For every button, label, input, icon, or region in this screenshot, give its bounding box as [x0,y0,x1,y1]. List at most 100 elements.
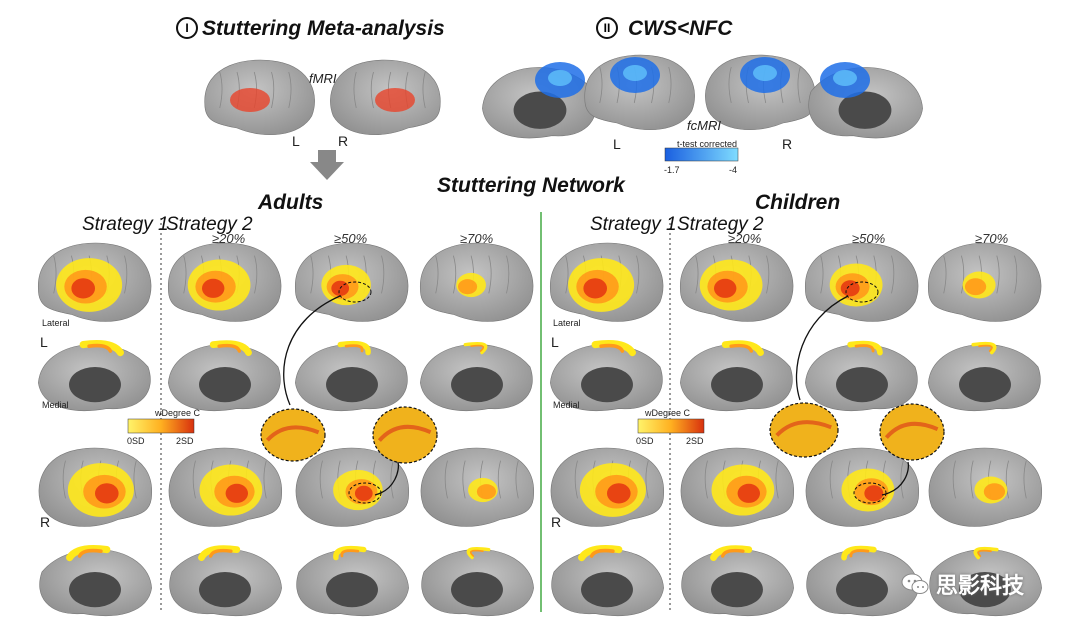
medial-wall [326,572,378,608]
children-inset-right-hotspot [884,421,939,439]
sulcus [1014,255,1018,294]
fc-light-region [753,65,777,81]
sulcus [435,255,439,294]
medial-activation [841,545,877,561]
adults-medial-left-1 [168,340,281,411]
adults-strategy2: Strategy 2 [166,214,253,235]
medial-activation-core [470,344,484,352]
medial-activation [710,545,753,562]
medial-wall [581,367,633,403]
annotations [127,147,945,612]
activation-mid [964,278,987,296]
children-colorbar [637,418,705,434]
children-zoom-arrow-bottom [881,461,910,496]
sulcus [370,71,374,109]
children-lateral-left-0 [550,242,664,322]
medial-activation [721,340,764,357]
wechat-icon [901,573,929,594]
medial-wall [959,572,1011,608]
medial-wall [838,91,892,129]
medial-wall [836,572,888,608]
adults-colorbar-min: 0SD [127,436,145,446]
sulcus [453,255,457,294]
sulcus [1005,460,1009,499]
adults-zoom-arrow-top [283,295,341,406]
sulcus [943,255,947,294]
sulcus [1023,460,1027,499]
sulcus [192,460,196,499]
children-roi-top [845,281,879,303]
activation-high [95,483,119,504]
medial-activation-core [470,549,484,557]
fc-right-hemi-label: R [782,136,793,152]
children-medial-right-1 [681,545,794,616]
adults-l-label: L [40,334,48,350]
sulcus [124,255,128,294]
children-lateral-right-3 [928,447,1042,527]
watermark-text: 思影科技 [936,573,1025,598]
adults-medial-right-1 [169,545,282,616]
medial-activation-core [849,549,870,558]
medial-activation [337,340,371,356]
medial-activation [66,545,111,562]
activation-high [354,485,373,501]
fcmri-label: fcMRI [687,118,721,133]
meta-spot [375,88,415,112]
children-colorbar-title: wDegree C [645,408,691,418]
children-strategy1: Strategy 1 [590,214,677,235]
sulcus [574,460,578,499]
ttest-label: t-test corrected [677,139,738,149]
children-roi-bottom [853,482,887,504]
left-hemi-label: L [292,133,300,149]
adults-lateral-left-0 [38,242,152,322]
activation-high [713,278,737,298]
sulcus [506,255,510,294]
medial-activation-core [854,344,875,353]
adults-inset-right-hotspot [377,424,432,442]
medial-activation-core [77,548,103,558]
medial-activation [466,546,491,560]
activation-high [864,485,884,502]
adults-lateral-label: Lateral [42,318,70,328]
sulcus [310,255,314,294]
adults-medial-right-3 [421,546,534,616]
children-p70: ≥70% [975,231,1009,246]
children-lateral-right-0 [550,447,664,527]
children-p20: ≥20% [728,231,762,246]
adults-lateral-right-1 [168,447,282,527]
children-l-label: L [551,334,559,350]
medial-activation [209,340,252,357]
medial-activation-core [340,549,360,558]
medial-activation-core [209,548,233,558]
brain-renderings [38,54,1042,616]
sulcus [704,460,708,499]
sulcus [183,255,187,294]
adults-inset-right [372,406,438,464]
sulcus [645,460,649,499]
sulcus [271,71,275,109]
medial-activation-core [87,343,113,353]
adults-colorbar [127,418,195,434]
children-strategy2: Strategy 2 [677,214,764,235]
medial-wall [199,367,251,403]
medial-activation [578,545,623,562]
medial-activation-core [344,344,364,353]
adults-lateral-right-0 [38,447,152,527]
sulcus [996,255,1000,294]
medial-activation [198,545,241,562]
adults-colorbar-max: 2SD [176,436,194,446]
medial-wall [581,572,633,608]
sulcus [422,71,426,109]
fc-brain-3 [808,62,923,139]
children-p50: ≥50% [852,231,886,246]
sulcus [797,66,801,104]
adults-medial-left-3 [420,341,533,411]
sulcus [381,255,385,294]
medial-activation [971,341,997,355]
sulcus [488,255,492,294]
medial-wall [69,367,121,403]
children-zoom-arrow-top [795,295,849,401]
watermark: 思影科技 [900,568,1024,600]
